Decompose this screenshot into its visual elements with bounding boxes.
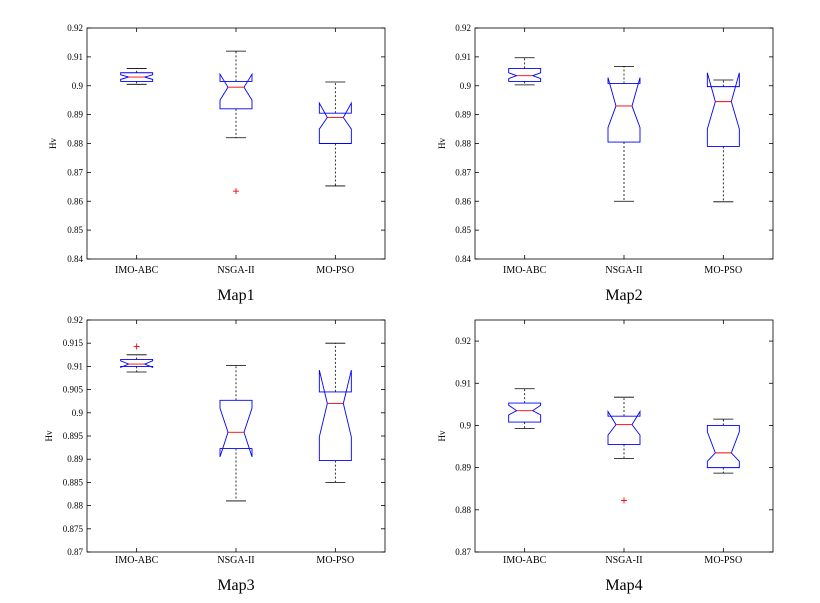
notched-box <box>508 67 542 82</box>
y-axis-label: Hv <box>48 138 58 149</box>
y-tick-label: 0.91 <box>455 52 471 62</box>
panel-title: Map3 <box>217 577 254 594</box>
y-axis-label: Hv <box>44 430 54 441</box>
y-tick-label: 0.87 <box>67 547 83 557</box>
chart-panel-3: 0.87 0.875 0.88 0.885 0.89 0.895 0.9 0.905 0.91 0… <box>44 315 386 594</box>
notched-box <box>508 402 542 423</box>
y-tick-label: 0.9 <box>72 81 84 91</box>
notched-box <box>607 409 641 445</box>
box-imo-abc <box>120 68 154 85</box>
y-tick-label: 0.84 <box>455 254 471 264</box>
y-tick-label: 0.86 <box>455 196 471 206</box>
outlier-marker <box>621 497 627 504</box>
y-tick-label: 0.87 <box>455 547 471 557</box>
box-nsga-ii <box>219 365 253 502</box>
category-label: IMO-ABC <box>503 265 547 276</box>
outlier-marker <box>133 343 140 350</box>
y-tick-label: 0.91 <box>67 361 83 371</box>
chart-panel-4: 0.87 0.88 0.89 0.9 0.91 0.92 IMO-ABC NSGA-II MO-… <box>437 319 774 594</box>
panel-title: Map1 <box>217 287 254 304</box>
notched-box <box>219 72 253 110</box>
notched-box <box>219 399 253 458</box>
notched-box <box>318 101 352 144</box>
y-tick-label: 0.87 <box>455 167 471 177</box>
category-label: NSGA-II <box>217 265 254 276</box>
y-tick-label: 0.92 <box>67 315 83 325</box>
y-tick-label: 0.86 <box>67 196 83 206</box>
panel-title: Map2 <box>605 287 642 304</box>
y-tick-label: 0.92 <box>67 23 83 33</box>
y-tick-label: 0.895 <box>63 431 84 441</box>
notched-box <box>607 77 641 143</box>
y-tick-label: 0.84 <box>67 254 83 264</box>
y-tick-label: 0.89 <box>455 110 471 120</box>
box-imo-abc <box>120 343 154 373</box>
notched-box <box>706 72 740 147</box>
y-tick-label: 0.92 <box>455 23 471 33</box>
box-nsga-ii <box>607 396 641 504</box>
y-axis-label: Hv <box>437 430 447 441</box>
category-label: IMO-ABC <box>503 555 547 566</box>
box-imo-abc <box>508 57 542 86</box>
y-tick-label: 0.915 <box>63 338 84 348</box>
y-tick-label: 0.905 <box>63 385 84 395</box>
box-mo-pso <box>706 418 740 474</box>
y-tick-label: 0.89 <box>67 454 83 464</box>
y-tick-label: 0.88 <box>67 139 83 149</box>
y-tick-label: 0.875 <box>63 524 84 534</box>
y-tick-label: 0.91 <box>455 378 471 388</box>
box-mo-pso <box>318 342 352 483</box>
panel-title: Map4 <box>605 577 642 594</box>
notched-box <box>318 370 352 462</box>
y-tick-label: 0.89 <box>455 463 471 473</box>
y-tick-label: 0.88 <box>455 505 471 515</box>
box-nsga-ii <box>607 66 641 202</box>
category-label: MO-PSO <box>316 555 354 566</box>
y-tick-label: 0.87 <box>67 167 83 177</box>
category-label: NSGA-II <box>217 555 254 566</box>
box-imo-abc <box>508 388 542 429</box>
category-label: NSGA-II <box>605 555 642 566</box>
category-label: NSGA-II <box>605 265 642 276</box>
box-mo-pso <box>706 72 740 203</box>
plot-frame <box>474 319 774 553</box>
category-label: IMO-ABC <box>115 555 159 566</box>
y-tick-label: 0.92 <box>455 336 471 346</box>
box-mo-pso <box>318 81 352 187</box>
y-tick-label: 0.9 <box>72 408 84 418</box>
box-nsga-ii <box>219 50 253 195</box>
category-label: MO-PSO <box>316 265 354 276</box>
outlier-marker <box>233 188 239 195</box>
y-axis-label: Hv <box>437 138 447 149</box>
y-tick-label: 0.9 <box>460 420 472 430</box>
category-label: IMO-ABC <box>115 265 159 276</box>
y-tick-label: 0.9 <box>460 81 472 91</box>
y-tick-label: 0.88 <box>455 139 471 149</box>
category-label: MO-PSO <box>704 265 742 276</box>
notched-box <box>120 358 154 368</box>
chart-panel-2: 0.84 0.85 0.86 0.87 0.88 0.89 0.9 0.91 0.92 IMO-A… <box>437 23 774 304</box>
y-tick-label: 0.89 <box>67 110 83 120</box>
notched-box <box>120 72 154 82</box>
y-tick-label: 0.88 <box>67 501 83 511</box>
y-tick-label: 0.885 <box>63 477 84 487</box>
y-tick-label: 0.85 <box>455 225 471 235</box>
y-tick-label: 0.91 <box>67 52 83 62</box>
category-label: MO-PSO <box>704 555 742 566</box>
chart-panel-1: 0.84 0.85 0.86 0.87 0.88 0.89 0.9 0.91 0.92 IMO-A… <box>48 23 386 304</box>
notched-box <box>706 425 740 469</box>
y-tick-label: 0.85 <box>67 225 83 235</box>
